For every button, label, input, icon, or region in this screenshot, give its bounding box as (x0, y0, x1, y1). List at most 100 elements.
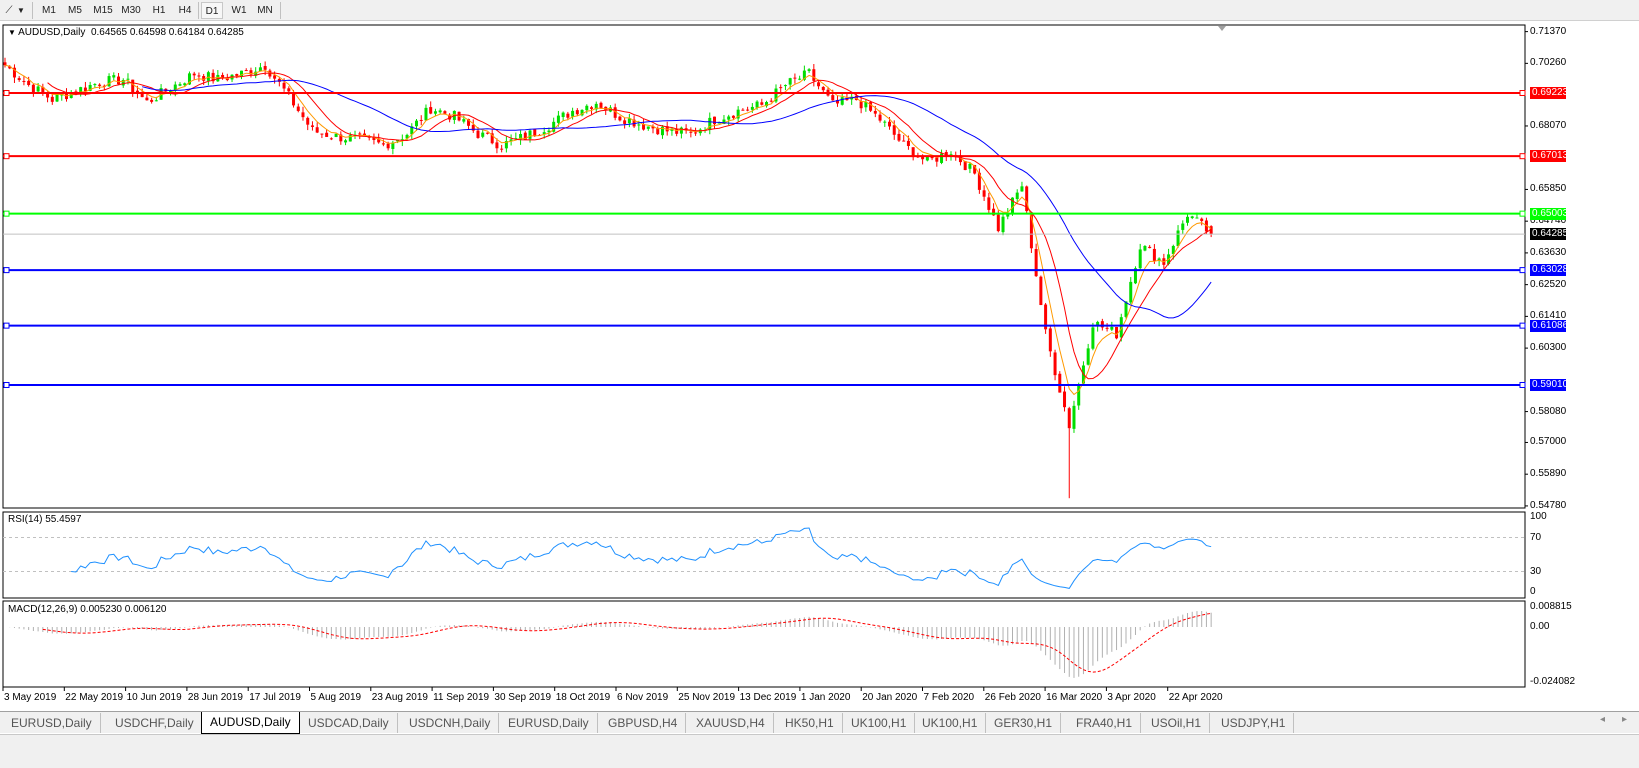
timeframe-m30[interactable]: M30 (121, 5, 141, 16)
line-price-label: 0.59010 (1530, 378, 1569, 391)
candle-body (618, 116, 622, 121)
candle-body (1171, 245, 1175, 254)
candle-body (575, 110, 579, 115)
tab-xauusd-h4[interactable]: XAUUSD,H4 (688, 713, 774, 733)
tab-scroll-right-icon[interactable]: ▸ (1622, 714, 1628, 725)
line-handle-right[interactable] (1519, 153, 1526, 160)
line-handle-right[interactable] (1519, 90, 1526, 96)
date-label: 6 Nov 2019 (617, 692, 669, 703)
date-label: 11 Sep 2019 (433, 692, 490, 703)
candle-body (46, 93, 50, 98)
candle-body (183, 83, 187, 86)
line-handle-right[interactable] (1519, 381, 1526, 388)
tab-fra40-h1[interactable]: FRA40,H1 (1068, 713, 1142, 733)
chart-window[interactable]: ▼ AUDUSD,Daily 0.64565 0.64598 0.64184 0… (0, 22, 1639, 710)
rsi-level-label: 100 (1530, 511, 1547, 522)
status-bar: ◂ ▸ (0, 714, 1639, 768)
candle-body (433, 111, 437, 114)
candle-body (1034, 249, 1038, 277)
candle-body (485, 132, 489, 134)
chart-shift-marker-icon[interactable] (1218, 26, 1226, 31)
price-tick-label: 0.62520 (1530, 278, 1567, 290)
candle-body (637, 124, 641, 126)
candle-body (746, 109, 750, 111)
line-handle-left[interactable] (3, 153, 10, 160)
timeframe-w1[interactable]: W1 (231, 5, 247, 16)
candle-body (1152, 248, 1156, 261)
timeframe-h1[interactable]: H1 (152, 5, 166, 16)
date-label: 25 Nov 2019 (678, 692, 736, 703)
line-handle-left[interactable] (3, 267, 10, 274)
candle-body (1190, 216, 1194, 219)
line-handle-left[interactable] (3, 210, 10, 217)
candle-body (561, 112, 565, 118)
price-tick-label: 0.64740 (1530, 215, 1567, 227)
timeframe-m5[interactable]: M5 (68, 5, 82, 16)
chevron-down-icon[interactable]: ▼ (17, 6, 25, 15)
line-handle-left[interactable] (3, 381, 10, 388)
timeframe-d1[interactable]: D1 (201, 2, 223, 19)
date-label: 3 Apr 2020 (1107, 692, 1156, 703)
candle-body (358, 133, 362, 135)
candle-body (1115, 327, 1119, 339)
candle-body (249, 70, 253, 75)
timeframe-m15[interactable]: M15 (93, 5, 113, 16)
candle-body (334, 133, 338, 137)
tab-ger30-h1[interactable]: GER30,H1 (986, 713, 1062, 733)
candles (3, 57, 1213, 499)
candle-body (542, 132, 546, 134)
line-handle-left[interactable] (3, 322, 10, 329)
candle-body (906, 140, 910, 147)
candle-body (301, 112, 305, 118)
candle-body (1029, 212, 1033, 249)
candle-body (594, 103, 598, 110)
line-price-label: 0.63028 (1530, 264, 1569, 277)
timeframe-m1[interactable]: M1 (42, 5, 56, 16)
candle-body (831, 95, 835, 101)
candle-body (878, 114, 882, 121)
tab-usoil-h1[interactable]: USOil,H1 (1143, 713, 1211, 733)
candle-body (83, 87, 87, 92)
date-label: 23 Aug 2019 (371, 692, 428, 703)
rsi-line (71, 527, 1212, 589)
timeframe-mn[interactable]: MN (257, 5, 273, 16)
line-tool-icon[interactable]: ⟋ (5, 5, 13, 16)
candle-body (381, 143, 385, 145)
candle-body (348, 135, 352, 142)
candle-body (287, 88, 291, 92)
date-label: 22 Apr 2020 (1168, 692, 1223, 703)
line-handle-right[interactable] (1519, 210, 1526, 217)
tab-usdcnh-daily[interactable]: USDCNH,Daily (401, 713, 500, 733)
timeframe-h4[interactable]: H4 (178, 5, 192, 16)
tab-usdjpy-h1[interactable]: USDJPY,H1 (1213, 713, 1295, 733)
macd-panel-border (2, 600, 1526, 688)
tab-usdchf-daily[interactable]: USDCHF,Daily (107, 713, 203, 733)
line-handle-right[interactable] (1519, 267, 1526, 274)
tab-eurusd-daily[interactable]: EURUSD,Daily (3, 713, 101, 733)
candle-body (779, 87, 783, 89)
candle-body (670, 128, 674, 131)
candle-body (731, 115, 735, 118)
chart-canvas[interactable] (0, 22, 1639, 710)
tab-eurusd-daily[interactable]: EURUSD,Daily (500, 713, 598, 733)
candle-body (310, 125, 314, 127)
candle-body (523, 132, 527, 140)
tab-scroll-left-icon[interactable]: ◂ (1600, 714, 1606, 725)
candle-body (817, 82, 821, 87)
price-tick-label: 0.63630 (1530, 246, 1567, 258)
tab-audusd-daily[interactable]: AUDUSD,Daily (201, 712, 300, 734)
candle-body (859, 101, 863, 109)
tab-usdcad-daily[interactable]: USDCAD,Daily (300, 713, 398, 733)
candle-body (793, 77, 797, 79)
tab-uk100-h1[interactable]: UK100,H1 (843, 713, 916, 733)
candle-body (197, 75, 201, 77)
tab-hk50-h1[interactable]: HK50,H1 (777, 713, 843, 733)
candle-body (27, 80, 31, 86)
macd-tick-label: 0.008815 (1530, 601, 1572, 612)
chart-menu-triangle-icon[interactable]: ▼ (8, 28, 19, 37)
tab-uk100-h1[interactable]: UK100,H1 (914, 713, 987, 733)
line-handle-right[interactable] (1519, 322, 1526, 329)
tab-gbpusd-h4[interactable]: GBPUSD,H4 (600, 713, 687, 733)
ohlc-values: 0.64565 0.64598 0.64184 0.64285 (90, 27, 244, 38)
line-handle-left[interactable] (3, 90, 10, 96)
